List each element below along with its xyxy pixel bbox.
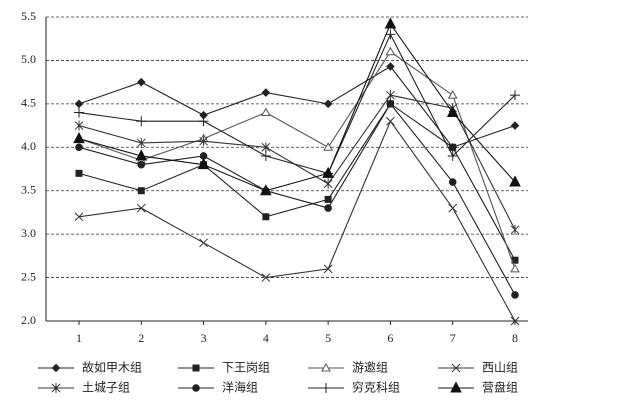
legend-label: 营盘组	[482, 380, 518, 395]
point	[136, 203, 146, 213]
point	[510, 263, 520, 273]
point	[323, 264, 333, 274]
point	[324, 195, 332, 203]
legend-label: 故如甲木组	[82, 360, 142, 375]
x-tick-label: 5	[325, 331, 331, 345]
point	[136, 77, 146, 87]
point	[322, 166, 334, 178]
point	[197, 158, 210, 170]
point	[75, 169, 83, 177]
point	[199, 136, 208, 147]
point	[448, 203, 458, 213]
legend-label: 西山组	[482, 361, 518, 375]
point	[448, 178, 457, 186]
point	[73, 132, 85, 144]
legend-marker	[321, 383, 331, 393]
point	[136, 116, 147, 127]
x-tick-label: 8	[512, 331, 518, 345]
point	[261, 142, 271, 153]
point	[199, 238, 208, 248]
legend-marker	[451, 363, 461, 373]
y-tick-label: 3.0	[21, 226, 36, 240]
point	[323, 99, 333, 109]
point	[262, 213, 270, 221]
y-tick-label: 2.5	[21, 269, 36, 283]
point	[75, 143, 83, 152]
legend-marker	[192, 364, 200, 372]
y-tick-label: 4.0	[21, 139, 36, 153]
point	[323, 142, 334, 151]
legend-marker	[51, 363, 61, 373]
point	[198, 116, 209, 127]
point	[447, 90, 458, 99]
point	[261, 273, 271, 282]
point	[385, 29, 396, 40]
legend-label: 土城子组	[82, 381, 130, 395]
x-tick-label: 4	[263, 331, 269, 345]
legend-marker	[450, 381, 462, 393]
x-tick-label: 6	[387, 331, 393, 345]
point	[510, 316, 520, 326]
legend-marker	[51, 383, 61, 393]
series-line	[78, 102, 516, 296]
point	[137, 187, 145, 195]
y-tick-label: 2.0	[21, 313, 36, 327]
series-line	[78, 33, 516, 174]
point	[261, 88, 271, 97]
point	[74, 120, 84, 131]
point	[74, 107, 84, 118]
point	[74, 212, 84, 222]
point	[447, 150, 458, 161]
y-tick-label: 5.5	[21, 9, 36, 23]
legend-label: 下王岗组	[222, 361, 270, 375]
point	[510, 90, 520, 101]
series-line	[78, 50, 516, 270]
legend-marker	[192, 384, 200, 392]
legend-marker	[321, 362, 331, 372]
point	[510, 224, 520, 235]
point	[510, 121, 520, 130]
point	[385, 46, 396, 56]
series-line	[78, 65, 516, 148]
series-line	[78, 120, 516, 322]
series-line	[78, 103, 516, 261]
y-tick-label: 3.5	[21, 182, 36, 196]
x-tick-label: 1	[76, 331, 82, 345]
series-line	[78, 22, 516, 192]
series-line	[78, 94, 516, 231]
point	[323, 178, 333, 189]
point	[260, 184, 272, 196]
point	[446, 105, 459, 118]
x-tick-label: 2	[138, 331, 144, 345]
point	[386, 116, 395, 126]
point	[384, 17, 397, 29]
legend-label: 游邀组	[352, 360, 388, 375]
legend-label: 穷克科组	[352, 380, 400, 395]
y-tick-label: 5.0	[21, 52, 36, 66]
legend-label: 洋海组	[222, 380, 258, 395]
x-tick-label: 3	[201, 331, 207, 345]
point	[511, 291, 519, 299]
point	[260, 107, 271, 117]
point	[136, 137, 146, 148]
point	[260, 150, 271, 161]
y-tick-label: 4.5	[21, 96, 36, 110]
point	[386, 100, 395, 108]
point	[386, 62, 395, 71]
point	[137, 160, 146, 169]
point	[449, 143, 457, 151]
point	[74, 99, 84, 109]
point	[386, 90, 395, 101]
point	[324, 204, 332, 212]
point	[509, 175, 521, 187]
point	[135, 149, 148, 161]
x-tick-label: 7	[450, 331, 456, 345]
